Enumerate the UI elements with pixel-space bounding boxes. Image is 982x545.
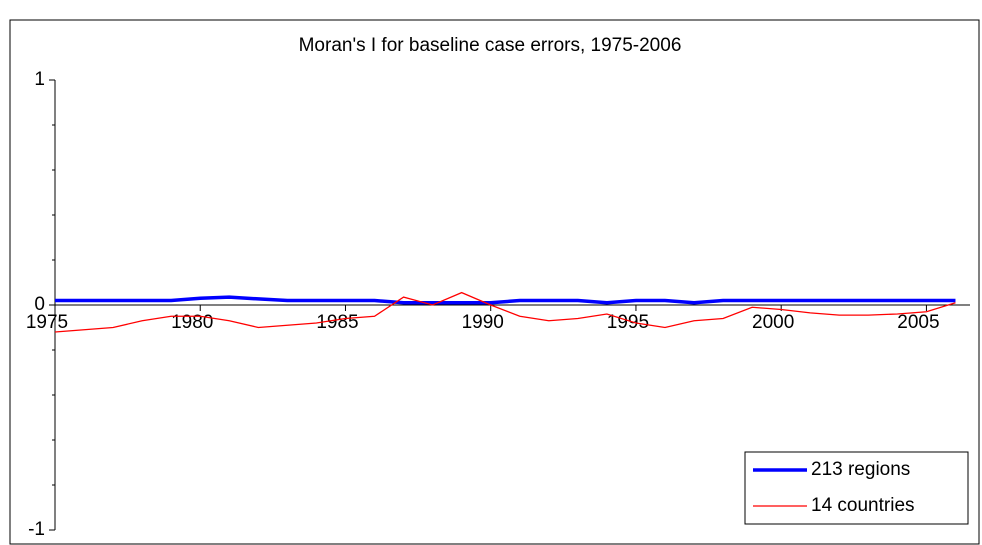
y-tick-label: -1 [28, 519, 45, 540]
legend-label: 213 regions [811, 459, 910, 480]
chart-title: Moran's I for baseline case errors, 1975… [299, 35, 682, 56]
x-tick-label: 1990 [462, 312, 504, 333]
x-tick-label: 1985 [316, 312, 358, 333]
series-line [55, 295, 956, 305]
x-tick-label: 2000 [752, 312, 794, 333]
series-line [54, 291, 956, 333]
legend-box [744, 451, 969, 525]
x-tick-label: 1975 [26, 312, 68, 333]
x-tick-label: 2005 [897, 312, 939, 333]
y-tick-label: 0 [34, 294, 45, 315]
legend-label: 14 countries [811, 495, 915, 516]
x-tick-label: 1995 [607, 312, 649, 333]
y-tick-label: 1 [34, 69, 45, 90]
chart-frame [9, 19, 980, 545]
x-tick-label: 1980 [171, 312, 213, 333]
